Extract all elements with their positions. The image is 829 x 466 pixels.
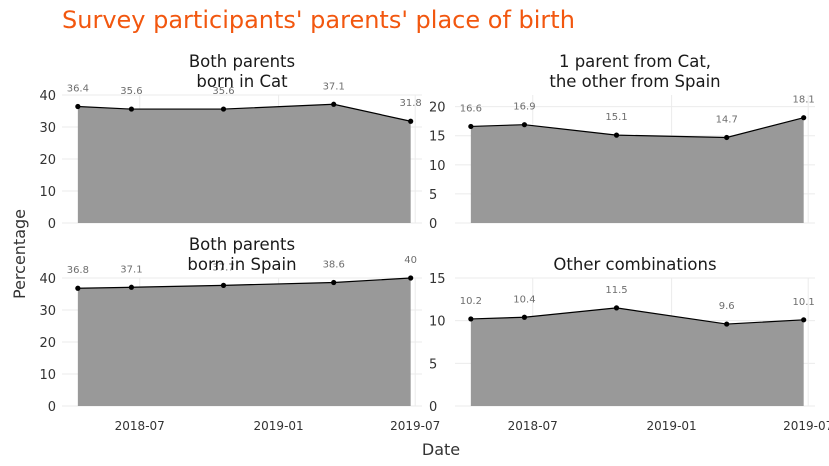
y-tick-label: 10 xyxy=(429,315,446,330)
x-tick-label: 2018-07 xyxy=(508,419,558,433)
data-point xyxy=(468,316,474,322)
data-label: 38.6 xyxy=(323,259,345,270)
data-point xyxy=(521,122,528,128)
panel-title: the other from Spain xyxy=(549,72,720,91)
area-fill xyxy=(470,307,804,406)
data-label: 35.6 xyxy=(120,86,142,97)
panel-title: Both parents xyxy=(189,52,295,71)
x-tick-label: 2019-07 xyxy=(783,419,829,433)
panel-title: 1 parent from Cat, xyxy=(559,52,711,71)
x-tick-label: 2018-07 xyxy=(115,419,165,433)
panel-title: Both parents xyxy=(189,235,295,254)
x-tick-label: 2019-07 xyxy=(390,419,440,433)
y-tick-label: 5 xyxy=(429,357,437,372)
y-tick-label: 20 xyxy=(39,153,56,168)
y-tick-label: 40 xyxy=(39,272,56,287)
data-label: 10.2 xyxy=(460,296,482,307)
area-fill xyxy=(470,117,804,223)
data-point xyxy=(468,123,474,130)
chart-title: Survey participants' parents' place of b… xyxy=(62,6,575,34)
data-point xyxy=(128,106,135,112)
data-label: 10.1 xyxy=(793,297,815,308)
data-point xyxy=(128,284,135,290)
data-point xyxy=(220,282,227,288)
data-label: 37.1 xyxy=(323,81,345,92)
data-point xyxy=(408,118,414,124)
data-label: 14.7 xyxy=(716,114,738,125)
data-point xyxy=(801,115,807,121)
y-tick-label: 0 xyxy=(48,217,56,232)
y-tick-label: 15 xyxy=(429,272,446,287)
y-axis-title: Percentage xyxy=(10,209,29,299)
x-tick-label: 2019-01 xyxy=(254,419,304,433)
data-label: 37.1 xyxy=(120,264,142,275)
y-tick-label: 40 xyxy=(39,89,56,104)
y-tick-label: 15 xyxy=(429,130,446,145)
data-point xyxy=(331,101,337,107)
data-label: 11.5 xyxy=(605,285,627,296)
data-label: 16.9 xyxy=(513,102,535,113)
data-point xyxy=(408,275,414,281)
data-point xyxy=(724,134,730,141)
data-label: 9.6 xyxy=(719,301,735,312)
data-label: 35.6 xyxy=(212,86,234,97)
panel-title: born in Cat xyxy=(196,72,288,91)
data-label: 10.4 xyxy=(513,294,535,305)
data-point xyxy=(331,279,337,286)
data-label: 31.8 xyxy=(400,98,422,109)
data-point xyxy=(220,106,227,112)
y-tick-label: 0 xyxy=(429,217,437,232)
data-point xyxy=(613,305,620,311)
data-label: 40 xyxy=(404,255,417,266)
y-tick-label: 0 xyxy=(48,400,56,415)
data-label: 36.4 xyxy=(67,84,89,95)
panel-title: born in Spain xyxy=(187,255,296,274)
data-label: 37.7 xyxy=(212,262,234,273)
y-tick-label: 10 xyxy=(39,185,56,200)
data-point xyxy=(724,321,730,327)
data-point xyxy=(75,103,81,110)
x-tick-label: 2019-01 xyxy=(647,419,697,433)
y-tick-label: 10 xyxy=(39,368,56,383)
data-point xyxy=(801,317,807,323)
y-tick-label: 10 xyxy=(429,159,446,174)
data-label: 18.1 xyxy=(793,95,815,106)
y-tick-label: 30 xyxy=(39,121,56,136)
y-tick-label: 0 xyxy=(429,400,437,415)
area-fill xyxy=(77,104,411,223)
data-point xyxy=(75,285,81,291)
y-tick-label: 20 xyxy=(429,101,446,116)
data-label: 16.6 xyxy=(460,103,482,114)
data-label: 15.1 xyxy=(605,112,627,123)
x-axis-title: Date xyxy=(422,440,460,459)
data-point xyxy=(613,132,620,138)
y-tick-label: 20 xyxy=(39,336,56,351)
y-tick-label: 5 xyxy=(429,188,437,203)
y-tick-label: 30 xyxy=(39,304,56,319)
data-label: 36.8 xyxy=(67,265,89,276)
area-fill xyxy=(77,278,411,406)
panel-title: Other combinations xyxy=(553,255,716,274)
data-point xyxy=(521,314,528,320)
